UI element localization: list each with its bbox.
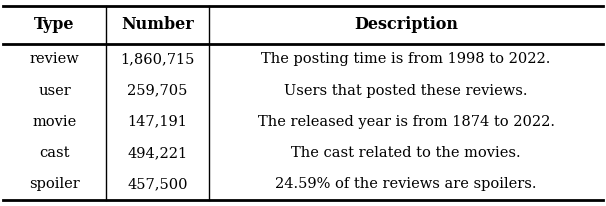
Text: cast: cast bbox=[39, 146, 70, 160]
Text: 259,705: 259,705 bbox=[127, 83, 188, 97]
Text: The posting time is from 1998 to 2022.: The posting time is from 1998 to 2022. bbox=[261, 52, 551, 66]
Text: The released year is from 1874 to 2022.: The released year is from 1874 to 2022. bbox=[258, 115, 554, 129]
Text: Description: Description bbox=[354, 16, 458, 33]
Text: 24.59% of the reviews are spoilers.: 24.59% of the reviews are spoilers. bbox=[275, 177, 537, 191]
Text: 147,191: 147,191 bbox=[128, 115, 187, 129]
Text: 494,221: 494,221 bbox=[127, 146, 188, 160]
Text: review: review bbox=[30, 52, 79, 66]
Text: 1,860,715: 1,860,715 bbox=[121, 52, 195, 66]
Text: The cast related to the movies.: The cast related to the movies. bbox=[291, 146, 521, 160]
Text: Users that posted these reviews.: Users that posted these reviews. bbox=[284, 83, 528, 97]
Text: spoiler: spoiler bbox=[29, 177, 80, 191]
Text: user: user bbox=[38, 83, 71, 97]
Text: Number: Number bbox=[121, 16, 194, 33]
Text: movie: movie bbox=[32, 115, 77, 129]
Text: Type: Type bbox=[35, 16, 75, 33]
Text: 457,500: 457,500 bbox=[127, 177, 188, 191]
